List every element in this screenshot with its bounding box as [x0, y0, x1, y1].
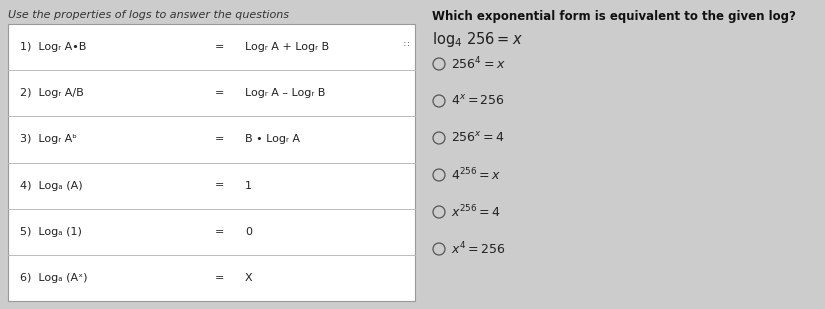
Text: =: = [215, 180, 224, 191]
Text: $256^x = 4$: $256^x = 4$ [451, 131, 505, 145]
Text: 1: 1 [245, 180, 252, 191]
Text: $x^{256} = 4$: $x^{256} = 4$ [451, 204, 501, 220]
Text: B • Logᵣ A: B • Logᵣ A [245, 134, 300, 144]
Text: $4^x = 256$: $4^x = 256$ [451, 94, 505, 108]
Text: 4)  Logₐ (A): 4) Logₐ (A) [20, 180, 83, 191]
Text: =: = [215, 273, 224, 283]
Text: =: = [215, 227, 224, 237]
Text: 3)  Logᵣ Aᵇ: 3) Logᵣ Aᵇ [20, 134, 77, 144]
Text: Logᵣ A + Logᵣ B: Logᵣ A + Logᵣ B [245, 42, 329, 52]
Text: $x^4 = 256$: $x^4 = 256$ [451, 241, 506, 257]
Text: $4^{256} = x$: $4^{256} = x$ [451, 167, 501, 183]
Text: Which exponential form is equivalent to the given log?: Which exponential form is equivalent to … [432, 10, 796, 23]
Text: =: = [215, 88, 224, 98]
Text: ∷: ∷ [403, 40, 409, 49]
FancyBboxPatch shape [8, 24, 415, 301]
Text: $\log_4\,256 = x$: $\log_4\,256 = x$ [432, 30, 523, 49]
Text: Use the properties of logs to answer the questions: Use the properties of logs to answer the… [8, 10, 289, 20]
Text: 1)  Logᵣ A•B: 1) Logᵣ A•B [20, 42, 87, 52]
Text: =: = [215, 134, 224, 144]
Text: 6)  Logₐ (Aˣ): 6) Logₐ (Aˣ) [20, 273, 87, 283]
Text: Logᵣ A – Logᵣ B: Logᵣ A – Logᵣ B [245, 88, 325, 98]
Text: =: = [215, 42, 224, 52]
Text: 0: 0 [245, 227, 252, 237]
Text: 2)  Logᵣ A/B: 2) Logᵣ A/B [20, 88, 84, 98]
Text: 5)  Logₐ (1): 5) Logₐ (1) [20, 227, 82, 237]
Text: X: X [245, 273, 252, 283]
Text: $256^4 = x$: $256^4 = x$ [451, 56, 506, 72]
